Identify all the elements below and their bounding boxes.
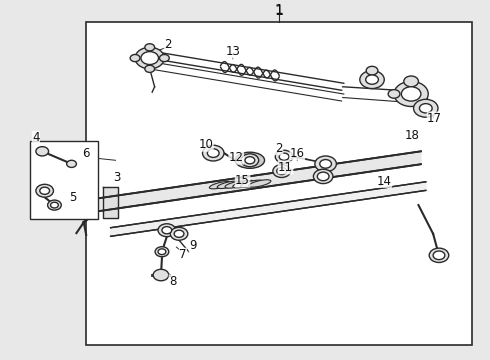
Circle shape bbox=[174, 230, 184, 237]
Circle shape bbox=[159, 54, 169, 62]
Text: 7: 7 bbox=[179, 248, 187, 261]
Text: 16: 16 bbox=[290, 147, 305, 159]
Ellipse shape bbox=[233, 180, 255, 188]
Text: 5: 5 bbox=[69, 191, 77, 204]
Text: 2: 2 bbox=[164, 38, 171, 51]
Circle shape bbox=[279, 153, 289, 160]
Circle shape bbox=[207, 149, 219, 157]
Text: 3: 3 bbox=[113, 171, 120, 184]
Circle shape bbox=[202, 145, 224, 161]
Circle shape bbox=[414, 99, 438, 117]
Text: 15: 15 bbox=[235, 174, 250, 187]
Bar bbox=[30, 140, 98, 220]
Circle shape bbox=[158, 224, 175, 237]
Circle shape bbox=[48, 200, 61, 210]
Circle shape bbox=[366, 66, 378, 75]
Circle shape bbox=[155, 247, 169, 257]
Bar bbox=[86, 22, 472, 345]
Ellipse shape bbox=[225, 181, 247, 188]
Text: 14: 14 bbox=[377, 175, 392, 188]
Polygon shape bbox=[111, 182, 426, 236]
Circle shape bbox=[145, 65, 155, 72]
Circle shape bbox=[388, 90, 400, 98]
Text: 2: 2 bbox=[275, 142, 283, 155]
Polygon shape bbox=[96, 151, 421, 212]
Circle shape bbox=[401, 87, 421, 101]
Text: 6: 6 bbox=[82, 147, 90, 159]
Text: 1: 1 bbox=[275, 3, 284, 17]
Circle shape bbox=[36, 147, 49, 156]
Circle shape bbox=[277, 167, 287, 175]
Text: 13: 13 bbox=[225, 45, 240, 58]
Circle shape bbox=[366, 75, 378, 84]
Circle shape bbox=[67, 160, 76, 167]
Text: 17: 17 bbox=[427, 112, 442, 125]
Circle shape bbox=[162, 226, 172, 234]
Circle shape bbox=[241, 154, 259, 167]
Text: 18: 18 bbox=[405, 129, 419, 142]
Ellipse shape bbox=[241, 180, 263, 188]
Circle shape bbox=[153, 269, 169, 281]
Circle shape bbox=[40, 187, 49, 194]
Text: 1: 1 bbox=[275, 4, 284, 18]
Circle shape bbox=[158, 249, 166, 255]
Circle shape bbox=[419, 104, 432, 113]
Circle shape bbox=[275, 150, 293, 163]
Circle shape bbox=[141, 51, 159, 64]
Circle shape bbox=[315, 156, 336, 172]
Text: 8: 8 bbox=[169, 275, 176, 288]
Circle shape bbox=[50, 202, 58, 208]
Text: 10: 10 bbox=[198, 138, 213, 151]
Circle shape bbox=[429, 248, 449, 262]
Ellipse shape bbox=[248, 180, 271, 187]
Text: 4: 4 bbox=[32, 131, 40, 144]
Circle shape bbox=[394, 81, 428, 107]
Ellipse shape bbox=[217, 181, 240, 189]
Ellipse shape bbox=[235, 152, 265, 168]
Circle shape bbox=[130, 54, 140, 62]
Circle shape bbox=[170, 227, 188, 240]
Circle shape bbox=[245, 157, 255, 164]
Ellipse shape bbox=[209, 181, 232, 189]
Circle shape bbox=[36, 184, 53, 197]
Circle shape bbox=[145, 44, 155, 51]
Circle shape bbox=[273, 165, 291, 177]
Circle shape bbox=[360, 71, 384, 89]
Text: 9: 9 bbox=[189, 239, 196, 252]
Circle shape bbox=[135, 47, 164, 69]
Circle shape bbox=[433, 251, 445, 260]
Polygon shape bbox=[103, 187, 118, 218]
Text: 11: 11 bbox=[278, 161, 293, 174]
Circle shape bbox=[404, 76, 418, 87]
Circle shape bbox=[318, 172, 329, 181]
Text: 12: 12 bbox=[229, 151, 244, 164]
Circle shape bbox=[314, 169, 333, 184]
Circle shape bbox=[320, 159, 331, 168]
